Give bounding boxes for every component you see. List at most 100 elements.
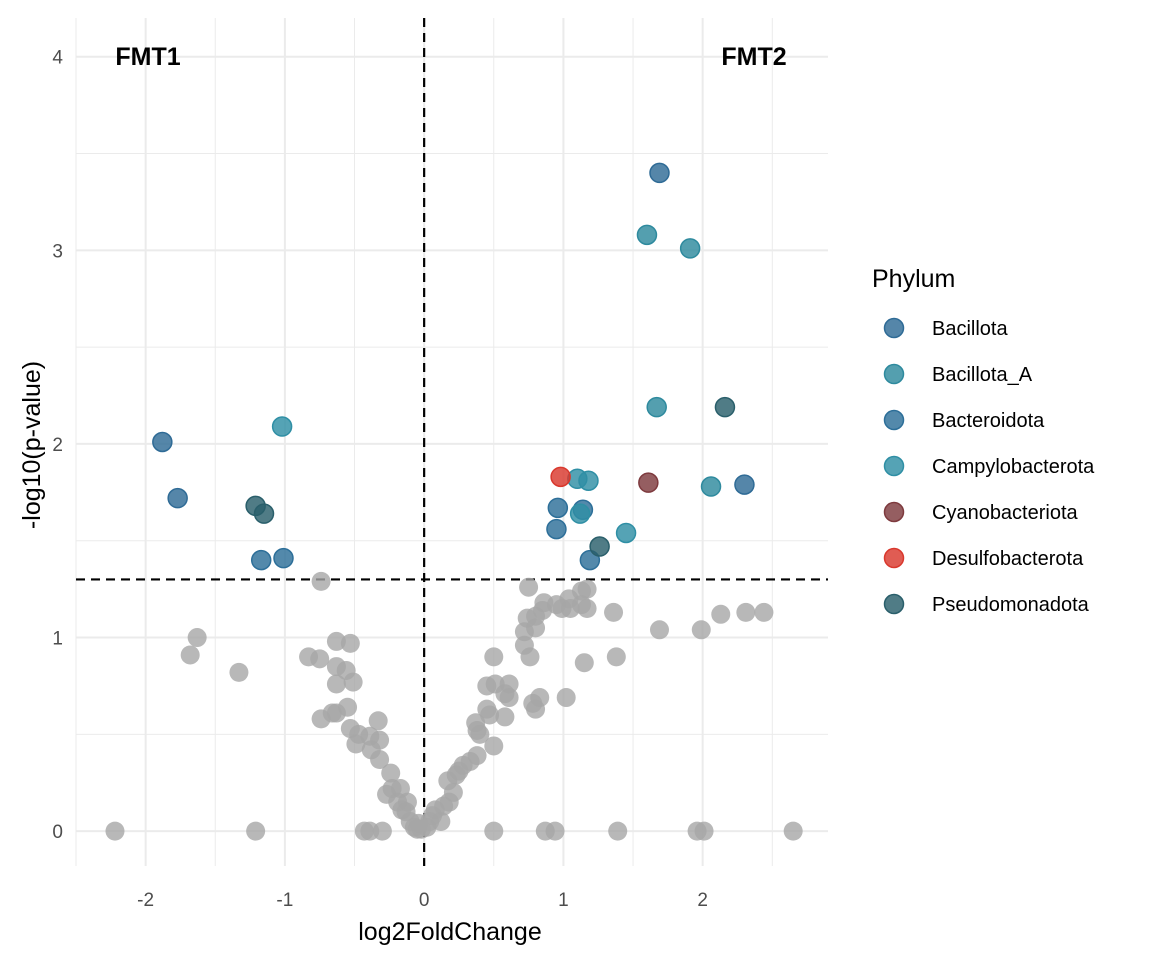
point-not-significant (105, 821, 125, 841)
legend-swatch (883, 317, 905, 339)
point-campylobacterota (569, 503, 591, 524)
point-not-significant (443, 782, 463, 802)
point-not-significant (484, 736, 504, 756)
point-bacillota-a (636, 224, 658, 246)
point-not-significant (470, 724, 490, 744)
point-not-significant (343, 672, 363, 692)
point-not-significant (574, 653, 594, 673)
point-not-significant (736, 602, 756, 622)
point-not-significant (526, 699, 546, 719)
x-tick-label: 0 (419, 890, 430, 911)
legend-label: Bacillota (932, 318, 1008, 340)
point-not-significant (187, 628, 207, 648)
point-not-significant (604, 602, 624, 622)
legend-label: Campylobacterota (932, 456, 1095, 478)
legend-label: Pseudomonadota (932, 594, 1090, 616)
point-bacteroidota (273, 547, 294, 569)
legend-item: Bacillota_A (883, 363, 1033, 386)
point-not-significant (326, 674, 346, 694)
x-axis-title: log2FoldChange (358, 918, 541, 946)
point-not-significant (649, 620, 669, 640)
reference-lines (76, 18, 828, 866)
point-not-significant (545, 821, 565, 841)
legend-item: Cyanobacteriota (883, 501, 1079, 524)
point-not-significant (340, 633, 360, 653)
legend-swatch (883, 363, 905, 385)
point-bacillota-a (646, 396, 667, 418)
point-not-significant (556, 688, 576, 708)
point-cyanobacteriota (638, 472, 659, 493)
point-not-significant (606, 647, 626, 667)
point-pseudomonadota (714, 396, 736, 418)
point-pseudomonadota (589, 536, 610, 557)
point-not-significant (691, 620, 711, 640)
point-not-significant (346, 734, 366, 754)
legend-swatch (883, 409, 905, 431)
point-not-significant (326, 703, 346, 723)
point-not-significant (519, 577, 539, 597)
point-not-significant (608, 821, 628, 841)
legend-label: Bacillota_A (932, 364, 1033, 386)
point-bacillota (734, 474, 755, 495)
point-not-significant (180, 645, 200, 665)
y-tick-label: 3 (52, 241, 63, 262)
point-campylobacterota (615, 522, 637, 544)
legend-swatch (883, 501, 905, 523)
point-not-significant (495, 707, 515, 727)
point-campylobacterota (578, 470, 599, 491)
legend-item: Bacillota (883, 317, 1008, 340)
x-tick-label: 2 (697, 890, 708, 911)
point-not-significant (572, 595, 592, 615)
data-points (105, 162, 803, 841)
x-tick-label: 1 (558, 890, 569, 911)
point-not-significant (577, 579, 597, 599)
legend-title: Phylum (872, 265, 955, 293)
point-not-significant (370, 750, 390, 770)
point-not-significant (499, 688, 519, 708)
legend-swatch (883, 547, 905, 569)
point-bacteroidota (250, 549, 272, 571)
x-tick-label: -2 (137, 890, 154, 911)
point-not-significant (480, 705, 500, 725)
y-axis-title: -log10(p-value) (18, 361, 46, 529)
point-not-significant (520, 647, 540, 667)
point-not-significant (311, 571, 331, 591)
point-not-significant (484, 647, 504, 667)
point-bacillota (152, 431, 173, 453)
point-not-significant (340, 719, 360, 739)
y-tick-label: 4 (52, 48, 63, 69)
legend-label: Bacteroidota (932, 410, 1045, 432)
point-campylobacterota (271, 416, 293, 437)
point-not-significant (783, 821, 803, 841)
point-not-significant (711, 604, 731, 624)
point-not-significant (326, 631, 346, 651)
point-not-significant (381, 763, 401, 783)
point-not-significant (431, 811, 451, 831)
point-bacteroidota (546, 518, 567, 540)
legend-swatch (883, 593, 905, 615)
point-bacillota (649, 162, 670, 184)
point-not-significant (311, 709, 331, 729)
legend-label: Cyanobacteriota (932, 502, 1079, 524)
y-tick-label: 0 (52, 822, 63, 843)
point-bacillota-a (700, 476, 722, 497)
y-tick-label: 2 (52, 435, 63, 456)
point-not-significant (368, 711, 388, 731)
point-bacteroidota (547, 497, 569, 519)
legend-label: Desulfobacterota (932, 548, 1084, 570)
legend-item: Pseudomonadota (883, 593, 1090, 616)
point-not-significant (694, 821, 714, 841)
point-not-significant (310, 649, 330, 669)
legend: Phylum Bacillota Bacillota_A Bacteroidota C… (872, 265, 1095, 616)
group-label-fmt1: FMT1 (115, 43, 180, 71)
point-not-significant (229, 662, 249, 682)
y-tick-label: 1 (52, 629, 63, 650)
x-tick-label: -1 (276, 890, 293, 911)
point-bacillota (167, 487, 188, 509)
grid (75, 18, 828, 866)
group-label-fmt2: FMT2 (721, 43, 786, 71)
point-not-significant (372, 821, 392, 841)
legend-swatch (883, 455, 905, 477)
tick-labels: -2 -1 0 1 2 0 1 2 3 4 (52, 48, 708, 911)
